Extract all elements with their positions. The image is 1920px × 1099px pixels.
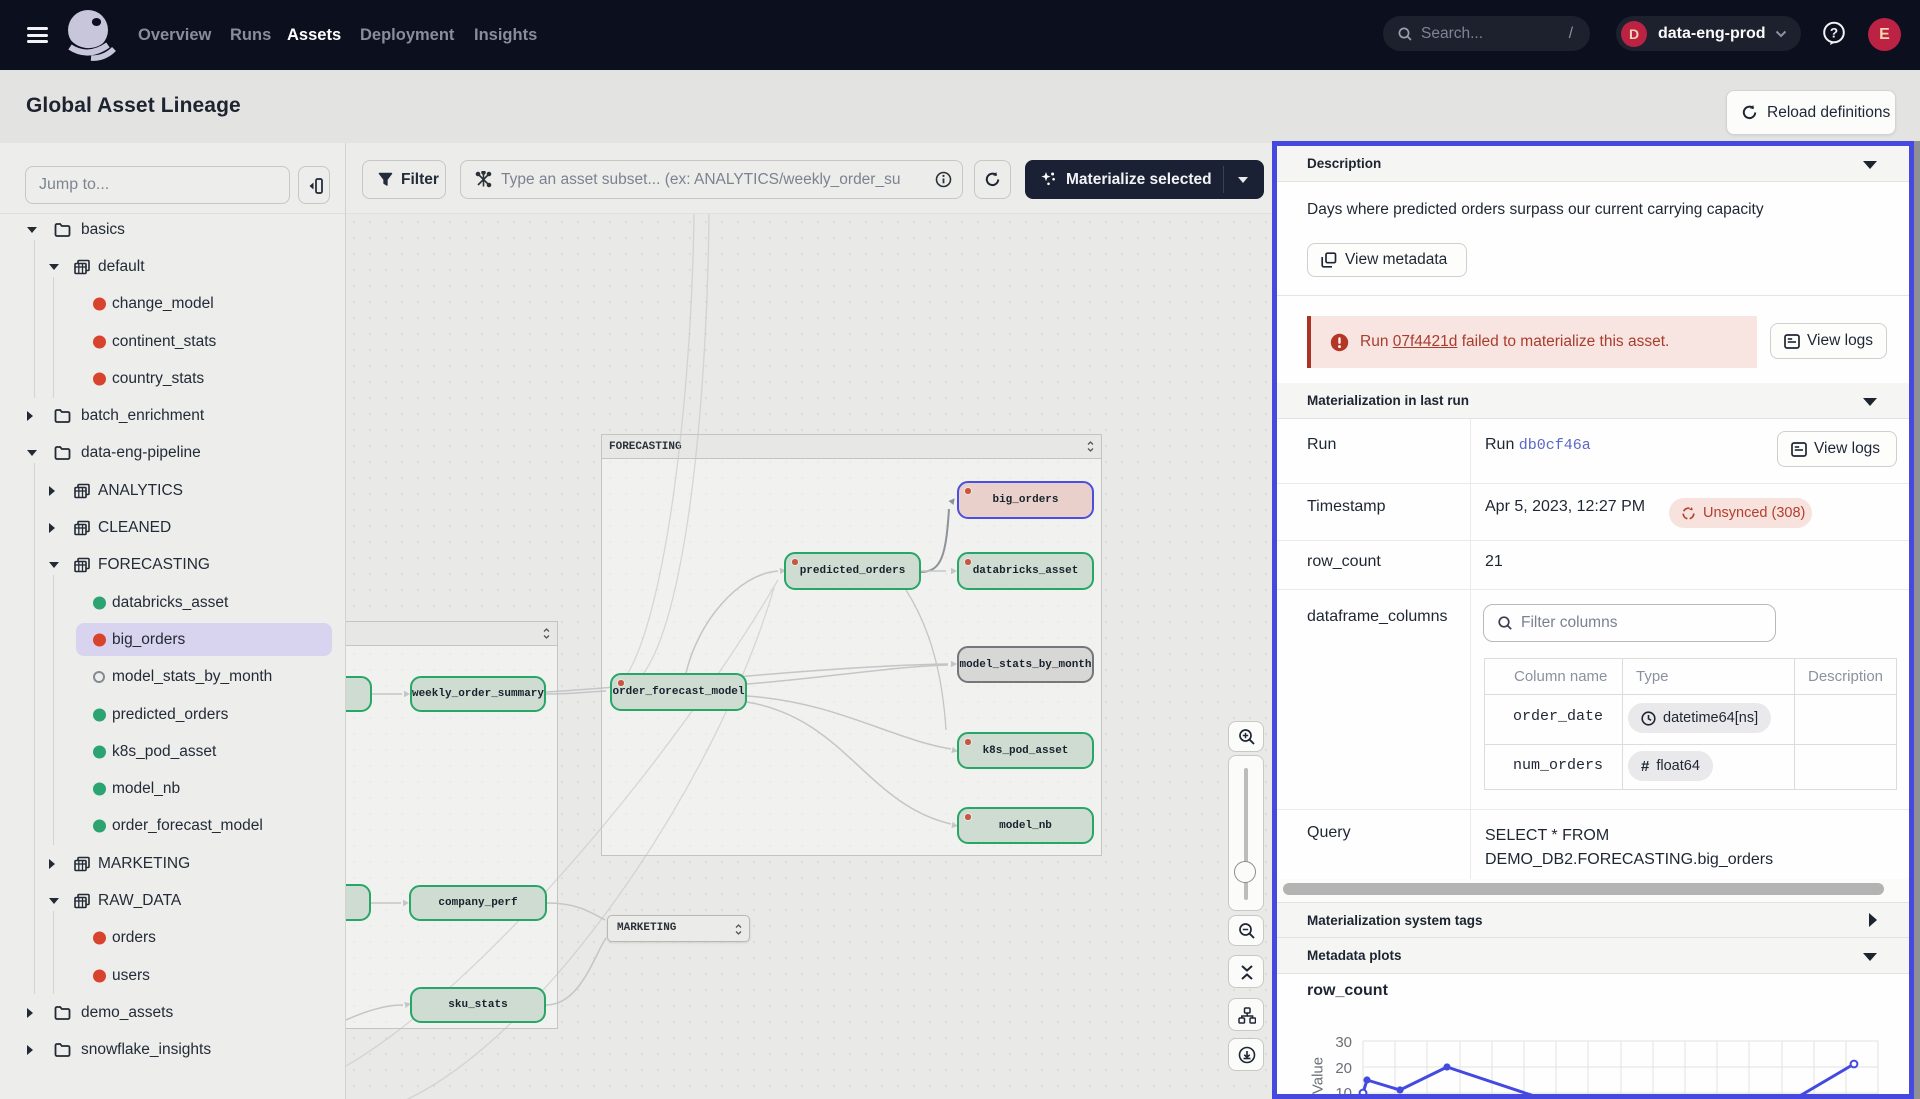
svg-text:30: 30 (1335, 1034, 1352, 1051)
svg-text:20: 20 (1335, 1060, 1352, 1077)
svg-text:?: ? (1830, 26, 1838, 41)
svg-text:10: 10 (1335, 1085, 1352, 1094)
